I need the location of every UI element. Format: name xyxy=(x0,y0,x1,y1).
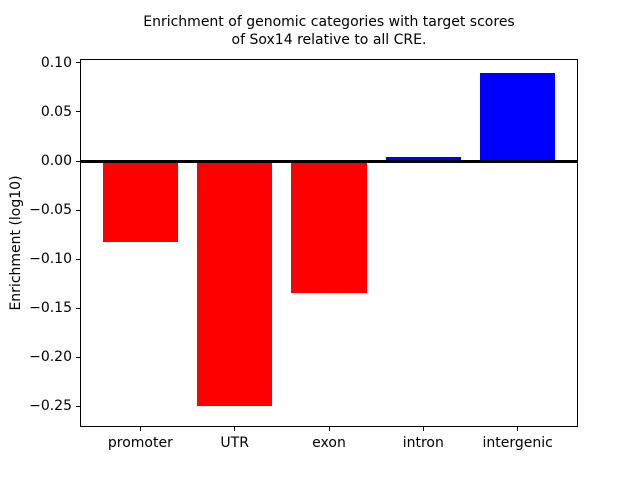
y-tick-mark xyxy=(76,209,80,211)
y-tick-label: −0.15 xyxy=(29,300,72,317)
x-tick-label-UTR: UTR xyxy=(220,435,249,451)
y-tick-mark xyxy=(76,62,80,64)
x-tick-label-promoter: promoter xyxy=(107,435,173,451)
y-tick-mark xyxy=(76,160,80,162)
x-tick-label-exon: exon xyxy=(312,435,346,451)
x-tick-mark xyxy=(328,427,330,431)
y-tick-label: 0.05 xyxy=(40,103,72,120)
bar-exon xyxy=(291,161,367,293)
y-tick-mark xyxy=(76,356,80,358)
bar-promoter xyxy=(102,161,179,243)
y-tick-label: −0.20 xyxy=(29,349,72,366)
y-tick-mark xyxy=(76,111,80,113)
x-tick-mark xyxy=(139,427,141,431)
y-tick-mark xyxy=(76,405,80,407)
y-tick-label: −0.05 xyxy=(29,202,72,219)
chart-title: Enrichment of genomic categories with ta… xyxy=(80,14,578,49)
x-tick-label-intergenic: intergenic xyxy=(482,435,553,451)
y-tick-mark xyxy=(76,258,80,260)
y-tick-label: −0.25 xyxy=(29,398,72,415)
bar-intron xyxy=(385,157,462,162)
x-tick-label-intron: intron xyxy=(402,435,444,451)
y-tick-label: 0.10 xyxy=(40,54,72,71)
y-tick-label: −0.10 xyxy=(29,251,72,268)
chart-title-line-2: of Sox14 relative to all CRE. xyxy=(231,31,427,48)
x-tick-mark xyxy=(234,427,236,431)
x-tick-mark xyxy=(422,427,424,431)
bar-intergenic xyxy=(479,72,556,162)
y-tick-label: 0.00 xyxy=(40,153,72,170)
bar-UTR xyxy=(196,161,273,407)
zero-baseline xyxy=(80,159,578,163)
chart-title-line-1: Enrichment of genomic categories with ta… xyxy=(143,14,515,30)
x-tick-mark xyxy=(517,427,519,431)
y-tick-mark xyxy=(76,307,80,309)
